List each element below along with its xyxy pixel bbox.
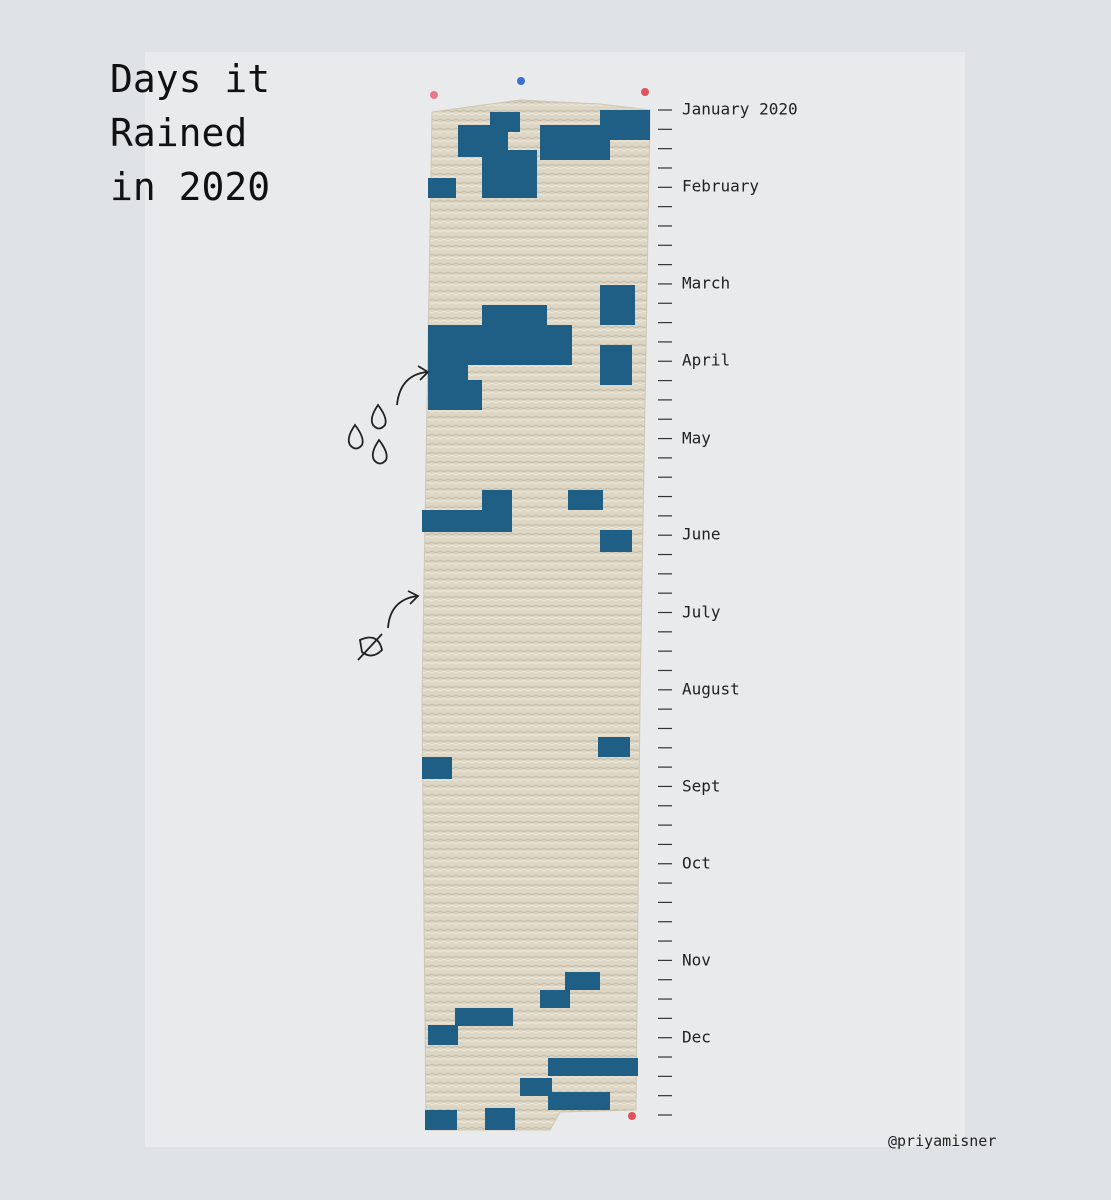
month-label: May: [682, 429, 711, 448]
month-label: April: [682, 351, 730, 370]
month-label: Sept: [682, 777, 721, 796]
month-label: August: [682, 680, 740, 699]
rain-blobs: [422, 110, 650, 1130]
month-label: July: [682, 603, 721, 622]
pins: [430, 77, 649, 1120]
month-labels: January 2020 February March April May June Jul…: [682, 100, 798, 1047]
annotations: [347, 365, 430, 661]
month-label: March: [682, 274, 730, 293]
month-label: Dec: [682, 1028, 711, 1047]
credit: @priyamisner: [888, 1132, 996, 1150]
month-label: February: [682, 177, 759, 196]
title-line: Days it: [110, 57, 270, 101]
month-label: June: [682, 525, 721, 544]
title-line: Rained: [110, 111, 247, 155]
month-ticks: [658, 109, 672, 1116]
month-label: January 2020: [682, 100, 798, 119]
month-label: Nov: [682, 951, 711, 970]
month-label: Oct: [682, 854, 711, 873]
title: Days it Rained in 2020: [110, 57, 270, 209]
crochet-strip: [421, 99, 651, 1131]
title-line: in 2020: [110, 165, 270, 209]
